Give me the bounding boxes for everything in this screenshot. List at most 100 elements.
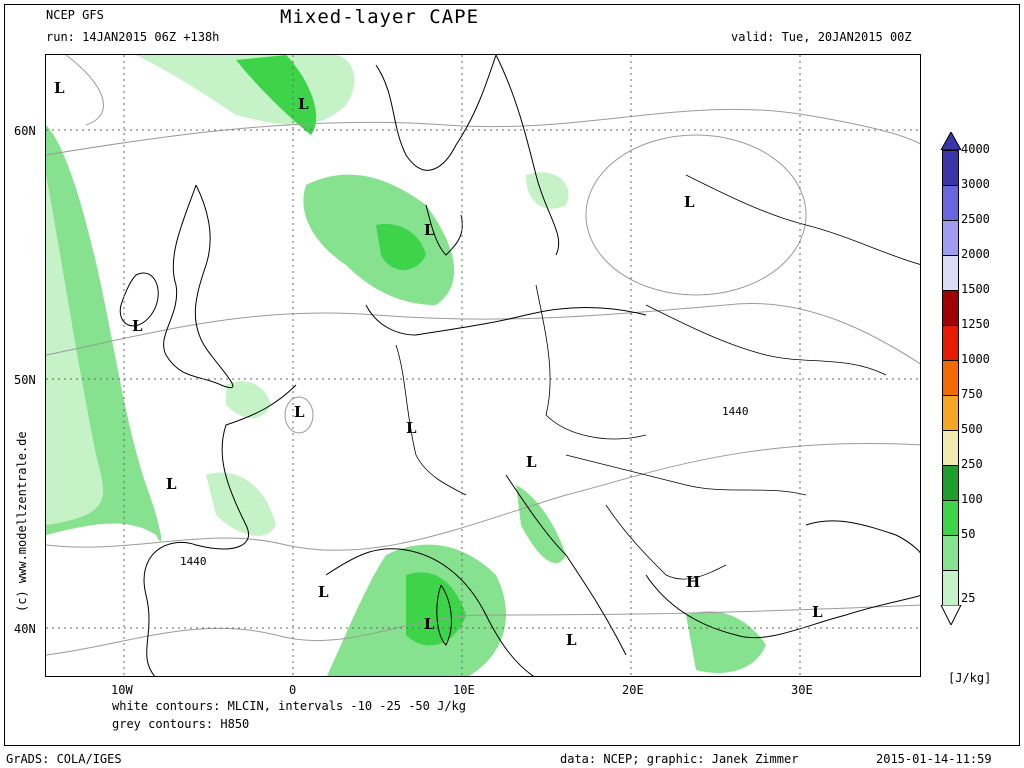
cape-atlantic-outer xyxy=(46,175,104,525)
coast-adriatic xyxy=(505,474,627,656)
lat-label-40n: 40N xyxy=(14,622,36,636)
coast-north-europe xyxy=(365,304,647,336)
footer-data-credit: data: NCEP; graphic: Janek Zimmer xyxy=(560,752,799,766)
legend-bottom-arrow xyxy=(940,605,962,625)
legend-level-label: 1250 xyxy=(961,317,990,331)
legend-swatch xyxy=(942,290,959,326)
low-marker: L xyxy=(812,603,823,621)
coast-great-britain xyxy=(163,184,234,389)
cape-channel xyxy=(226,381,271,419)
legend-level-label: 750 xyxy=(961,387,983,401)
model-label: NCEP GFS xyxy=(46,8,104,22)
coast-black-sea-north xyxy=(805,520,920,554)
cape-legend: 4000 3000 2500 2000 1500 1250 1000 750 500 250 100… xyxy=(940,132,1020,632)
border-hu-ro xyxy=(605,504,727,580)
cape-adriatic xyxy=(516,485,566,564)
legend-level-label: 2500 xyxy=(961,212,990,226)
coast-corsica-sardinia xyxy=(436,584,452,646)
legend-level-label: 1000 xyxy=(961,352,990,366)
cape-biscay xyxy=(206,472,276,536)
map-panel: L L L L L L L L L L L L L H 1440 1440 xyxy=(45,54,921,677)
lon-label-30e: 30E xyxy=(791,683,813,697)
cape-shading xyxy=(46,55,766,676)
legend-unit: [J/kg] xyxy=(948,671,992,685)
high-marker: H xyxy=(686,573,701,591)
h850-contour-1440 xyxy=(46,442,920,551)
legend-level-label: 100 xyxy=(961,492,983,506)
credit-text: (c) www.modellzentrale.de xyxy=(15,431,29,612)
coast-sweden xyxy=(495,55,560,256)
lon-label-10w: 10W xyxy=(111,683,133,697)
lon-label-0: 0 xyxy=(289,683,297,697)
lat-label-50n: 50N xyxy=(14,373,36,387)
legend-swatch xyxy=(942,465,959,501)
cape-north-sea-core xyxy=(236,55,317,135)
run-label: run: 14JAN2015 06Z +138h xyxy=(46,30,220,44)
legend-swatch xyxy=(942,570,959,606)
borders xyxy=(395,174,920,580)
lon-label-10e: 10E xyxy=(453,683,475,697)
legend-level-label: 2000 xyxy=(961,247,990,261)
coast-med xyxy=(325,548,535,676)
figure-frame xyxy=(4,4,1020,746)
legend-swatch xyxy=(942,220,959,256)
map-canvas xyxy=(46,55,920,676)
legend-level-label: 4000 xyxy=(961,142,990,156)
border-cz-sk-ua xyxy=(565,454,807,496)
coast-ireland xyxy=(119,272,159,327)
low-marker: L xyxy=(566,631,577,649)
h850-contours xyxy=(46,55,920,656)
legend-swatch xyxy=(942,325,959,361)
low-marker: L xyxy=(424,221,435,239)
coast-black-sea xyxy=(645,574,920,639)
legend-level-label: 25 xyxy=(961,591,976,605)
legend-top-arrow xyxy=(940,132,962,150)
white-contours-note: white contours: MLCIN, intervals -10 -25… xyxy=(112,699,467,713)
cape-aegean xyxy=(686,611,766,673)
legend-level-label: 500 xyxy=(961,422,983,436)
low-marker: L xyxy=(54,79,65,97)
low-marker: L xyxy=(406,419,417,437)
legend-level-label: 1500 xyxy=(961,282,990,296)
legend-swatch xyxy=(942,255,959,291)
legend-swatch xyxy=(942,360,959,396)
h850-contour-nw xyxy=(65,55,104,126)
legend-level-label: 250 xyxy=(961,457,983,471)
legend-swatch xyxy=(942,535,959,571)
valid-label: valid: Tue, 20JAN2015 00Z xyxy=(731,30,912,44)
cape-german-bight-core xyxy=(376,224,426,270)
legend-swatch xyxy=(942,395,959,431)
border-baltic-states xyxy=(685,174,920,265)
low-marker: L xyxy=(318,583,329,601)
legend-level-label: 3000 xyxy=(961,177,990,191)
footer-timestamp: 2015-01-14-11:59 xyxy=(876,752,992,766)
footer-grads: GrADS: COLA/IGES xyxy=(6,752,122,766)
legend-level-label: 50 xyxy=(961,527,976,541)
legend-swatch xyxy=(942,500,959,536)
h850-contour-south xyxy=(46,604,920,656)
lon-label-20e: 20E xyxy=(622,683,644,697)
grey-contours-note: grey contours: H850 xyxy=(112,717,250,731)
coastlines xyxy=(119,55,920,676)
coast-norway xyxy=(375,55,497,171)
legend-swatch xyxy=(942,430,959,466)
h850-low-ring-france xyxy=(284,396,314,434)
lat-label-60n: 60N xyxy=(14,124,36,138)
low-marker: L xyxy=(166,475,177,493)
h850-contour-mid xyxy=(46,303,920,365)
cape-baltic xyxy=(526,172,569,209)
border-fr-de xyxy=(395,344,467,496)
border-pl-by xyxy=(645,304,887,376)
contour-label-1440-east: 1440 xyxy=(722,405,749,419)
low-marker: L xyxy=(424,615,435,633)
map-title: Mixed-layer CAPE xyxy=(280,6,480,28)
legend-swatch xyxy=(942,185,959,221)
border-de-pl xyxy=(535,284,647,440)
coast-france-iberia xyxy=(143,384,297,676)
low-marker: L xyxy=(294,403,305,421)
low-marker: L xyxy=(684,193,695,211)
contour-label-1440-west: 1440 xyxy=(180,555,207,569)
h850-low-ring xyxy=(585,134,807,296)
legend-swatch xyxy=(942,150,959,186)
h850-contour-north xyxy=(46,108,920,156)
